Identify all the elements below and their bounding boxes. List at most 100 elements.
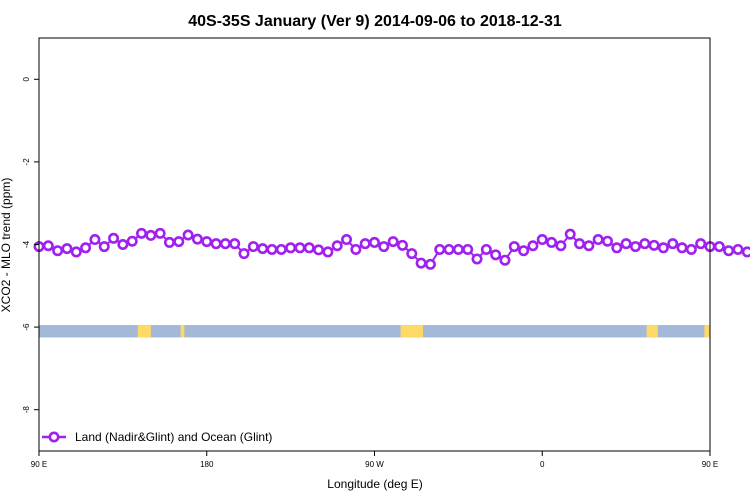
data-point — [368, 236, 380, 248]
data-point — [396, 239, 408, 251]
data-point — [52, 245, 64, 257]
y-tick-label: -6 — [22, 323, 31, 331]
data-point — [201, 236, 213, 248]
data-point — [61, 243, 73, 255]
legend-label: Land (Nadir&Glint) and Ocean (Glint) — [75, 430, 272, 444]
land-segment — [180, 325, 185, 338]
data-point — [331, 240, 343, 252]
data-point — [387, 236, 399, 248]
x-tick-label: 90 E — [702, 460, 718, 469]
data-point — [191, 233, 203, 245]
x-tick-label: 90 W — [365, 460, 384, 469]
data-point — [154, 227, 166, 239]
data-point — [163, 236, 175, 248]
data-point — [685, 243, 697, 255]
land-ocean-band — [39, 325, 710, 338]
data-point — [80, 242, 92, 254]
data-point — [546, 236, 558, 248]
data-point — [219, 238, 231, 250]
data-point — [732, 243, 744, 255]
data-point — [480, 243, 492, 255]
data-point — [741, 246, 750, 258]
x-tick-label: 90 E — [31, 460, 47, 469]
data-point — [583, 240, 595, 252]
y-tick-label: -4 — [22, 240, 31, 248]
data-point — [98, 241, 110, 253]
data-point — [70, 246, 82, 258]
data-point — [415, 257, 427, 269]
land-segment — [137, 325, 151, 338]
data-point — [601, 235, 613, 247]
legend: Land (Nadir&Glint) and Ocean (Glint) — [42, 430, 272, 444]
data-point — [713, 241, 725, 253]
land-segment — [646, 325, 658, 338]
data-point — [676, 242, 688, 254]
ocean-band — [39, 325, 710, 338]
data-point — [350, 243, 362, 255]
data-point — [285, 242, 297, 254]
data-point — [145, 229, 157, 241]
data-point — [136, 227, 148, 239]
legend-marker-swatch — [48, 431, 60, 443]
data-point — [434, 243, 446, 255]
data-point — [462, 243, 474, 255]
data-point — [639, 238, 651, 250]
data-point — [723, 245, 735, 257]
data-point — [341, 234, 353, 246]
data-point — [611, 242, 623, 254]
data-point — [657, 242, 669, 254]
data-point — [452, 243, 464, 255]
data-point — [210, 238, 222, 250]
data-point — [313, 244, 325, 256]
data-point — [257, 243, 269, 255]
data-point — [508, 241, 520, 253]
x-tick-label: 0 — [540, 460, 545, 469]
data-point — [564, 228, 576, 240]
data-point — [629, 241, 641, 253]
y-axis: 0 -2 -4 -6 -8 — [22, 77, 39, 414]
x-tick-label: 180 — [200, 460, 214, 469]
land-segment — [400, 325, 423, 338]
y-axis-label: XCO2 - MLO trend (ppm) — [0, 178, 13, 313]
data-point — [238, 248, 250, 260]
data-point — [527, 240, 539, 252]
data-point — [229, 238, 241, 250]
data-point — [173, 236, 185, 248]
y-tick-label: 0 — [22, 77, 31, 82]
data-point — [620, 238, 632, 250]
data-point — [695, 238, 707, 250]
data-point — [108, 232, 120, 244]
data-point — [406, 248, 418, 260]
data-point — [42, 240, 54, 252]
data-point — [518, 245, 530, 257]
series-layer — [33, 227, 750, 270]
data-point — [592, 234, 604, 246]
data-point — [667, 238, 679, 250]
y-tick-label: -8 — [22, 406, 31, 414]
x-axis: 90 E 180 90 W 0 90 E — [31, 451, 718, 469]
data-point — [117, 239, 129, 251]
data-point — [303, 242, 315, 254]
chart-title: 40S-35S January (Ver 9) 2014-09-06 to 20… — [188, 13, 562, 30]
data-point — [322, 246, 334, 258]
data-point — [424, 258, 436, 270]
data-point — [294, 242, 306, 254]
data-point — [182, 229, 194, 241]
x-axis-label: Longitude (deg E) — [327, 477, 422, 491]
data-point — [536, 234, 548, 246]
data-point — [266, 243, 278, 255]
data-point — [648, 239, 660, 251]
data-point — [555, 240, 567, 252]
data-point — [499, 254, 511, 266]
data-point — [574, 238, 586, 250]
y-tick-label: -2 — [22, 158, 31, 166]
data-point — [247, 241, 259, 253]
data-point — [443, 243, 455, 255]
land-segment — [704, 325, 710, 338]
data-point — [275, 243, 287, 255]
data-point — [378, 241, 390, 253]
data-point — [490, 249, 502, 261]
data-point — [126, 235, 138, 247]
